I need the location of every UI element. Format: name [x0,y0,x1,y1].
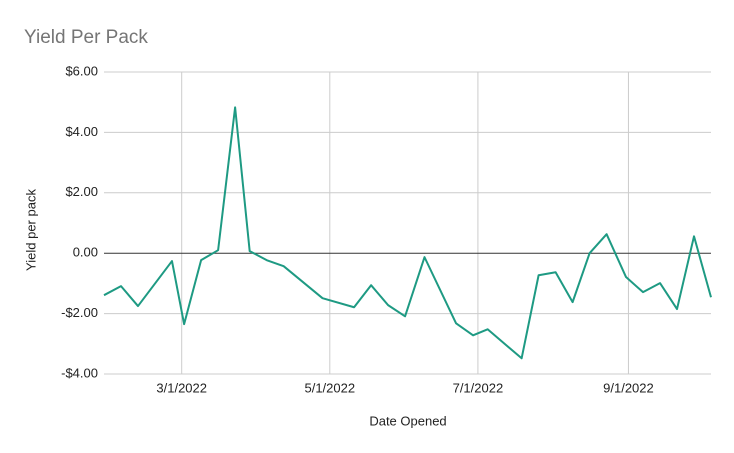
x-tick-label: 7/1/2022 [453,380,504,395]
y-tick-label: $2.00 [65,184,98,199]
x-axis-label: Date Opened [369,413,446,428]
y-tick-label: 0.00 [73,245,98,260]
y-tick-label: -$2.00 [61,305,98,320]
data-line [103,106,712,360]
x-tick-label: 5/1/2022 [304,380,355,395]
y-axis-label: Yield per pack [23,189,38,271]
y-tick-label: $6.00 [65,63,98,78]
y-tick-label: -$4.00 [61,365,98,380]
chart-title: Yield Per Pack [24,27,148,48]
x-tick-label: 9/1/2022 [603,380,654,395]
x-tick-label: 3/1/2022 [156,380,207,395]
y-tick-label: $4.00 [65,124,98,139]
